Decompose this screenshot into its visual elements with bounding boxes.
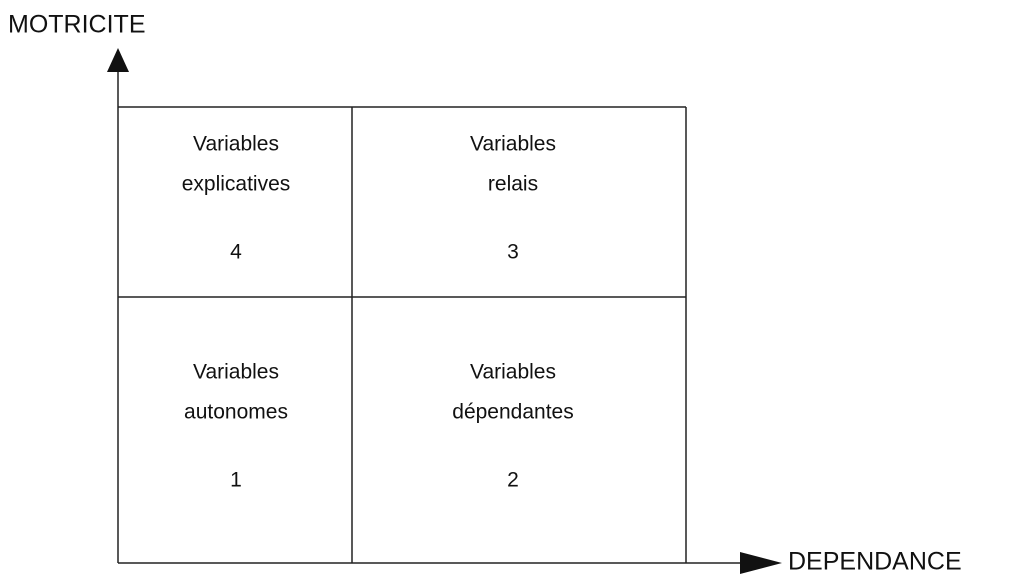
quadrant-number: 1 [230,469,242,492]
quadrant-number: 2 [507,469,519,492]
quadrant-number: 3 [507,241,519,264]
quadrant-label: relais [488,173,538,196]
x-axis-arrow [740,552,782,574]
quadrant-label: Variables [470,361,556,384]
quadrant-label: explicatives [182,173,291,196]
quadrant-label: Variables [193,133,279,156]
y-axis-label: MOTRICITE [8,11,146,39]
quadrant-label: dépendantes [452,401,573,424]
quadrant-number: 4 [230,241,242,264]
x-axis-label: DEPENDANCE [788,548,962,576]
quadrant-label: Variables [193,361,279,384]
quadrant-label: Variables [470,133,556,156]
y-axis-arrow [107,48,129,72]
quadrant-label: autonomes [184,401,288,424]
